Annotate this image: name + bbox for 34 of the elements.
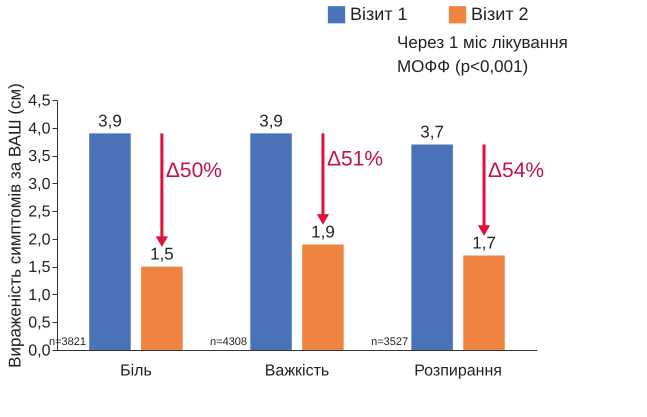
data-label: 3,9: [98, 111, 122, 130]
annotation: Δ51%: [326, 148, 384, 171]
y-tick-label: 4,0: [28, 120, 51, 138]
data-label: 3,7: [420, 122, 444, 142]
data-label: 3,9: [259, 111, 283, 130]
x-tick-label: Важкість: [264, 362, 330, 380]
bar: [89, 133, 131, 350]
legend-label: Візит 1: [350, 4, 408, 24]
annotation: Δ50%: [166, 158, 222, 182]
annotation: Δ54%: [488, 158, 544, 182]
bar: [463, 256, 505, 350]
x-tick-label: Розпирання: [414, 362, 502, 380]
y-tick-label: 2,5: [28, 204, 51, 221]
legend-label: Візит 2: [471, 4, 529, 24]
data-label: 1,5: [150, 244, 174, 264]
annotation: n=4308: [210, 336, 248, 348]
data-label: 1,9: [311, 222, 335, 242]
y-tick-label: 2,0: [28, 231, 51, 248]
x-tick-label: Біль: [120, 362, 152, 380]
y-tick-label: 0,0: [28, 342, 51, 360]
data-label: 1,7: [472, 234, 496, 253]
bar: [141, 266, 183, 350]
y-tick-label: 3,5: [28, 148, 51, 166]
y-tick-label: 1,0: [28, 286, 51, 304]
annotation: n=3527: [371, 336, 408, 348]
text: Через 1 міс лікування МОФФ (p<0,001): [397, 33, 568, 76]
bar: [250, 133, 292, 350]
y-tick-label: 4,5: [28, 92, 51, 110]
bar: [302, 244, 344, 350]
y-tick-label: 1,5: [28, 259, 51, 276]
y-axis-title: Вираженість симптомів за ВАШ (см): [5, 83, 24, 368]
bar: [411, 144, 453, 350]
y-tick-label: 0,5: [28, 314, 51, 332]
y-tick-label: 3,0: [28, 176, 51, 193]
